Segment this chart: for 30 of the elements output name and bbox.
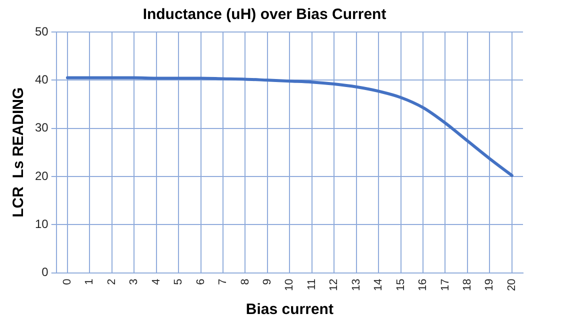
y-tick-label: 50 — [34, 24, 49, 38]
y-tick-label: 20 — [34, 168, 49, 183]
x-tick-label: 0 — [61, 278, 74, 285]
chart-title: Inductance (uH) over Bias Current — [142, 6, 386, 24]
y-tick-label: 30 — [34, 120, 49, 135]
x-tick-label: 13 — [350, 278, 362, 292]
y-tick-label: 10 — [34, 216, 49, 231]
x-tick-label: 16 — [417, 278, 430, 292]
line-series — [66, 76, 514, 177]
x-tick-label: 7 — [217, 278, 230, 285]
x-tick-label: 6 — [194, 278, 207, 285]
x-tick-label: 3 — [128, 278, 140, 285]
x-tick-label: 12 — [328, 278, 340, 292]
x-tick-label: 10 — [284, 278, 296, 292]
x-tick-label: 4 — [150, 278, 162, 285]
x-tick-label: 9 — [261, 278, 274, 285]
x-tick-label: 2 — [106, 278, 118, 285]
x-axis-title: Bias current — [246, 301, 334, 318]
x-tick-label: 5 — [172, 278, 185, 285]
x-tick-label: 19 — [484, 278, 496, 292]
y-axis-title: LCR Ls READING — [10, 87, 28, 218]
x-tick-label: 15 — [394, 278, 407, 292]
x-tick-label: 8 — [239, 278, 252, 285]
x-tick-label: 18 — [461, 278, 474, 292]
y-tick-label: 40 — [34, 72, 49, 86]
x-tick-label: 11 — [306, 278, 318, 290]
x-tick-label: 20 — [506, 278, 518, 292]
x-tick-label: 14 — [372, 278, 385, 292]
x-tick-label: 1 — [84, 278, 96, 285]
x-tick-label: 17 — [439, 278, 452, 292]
